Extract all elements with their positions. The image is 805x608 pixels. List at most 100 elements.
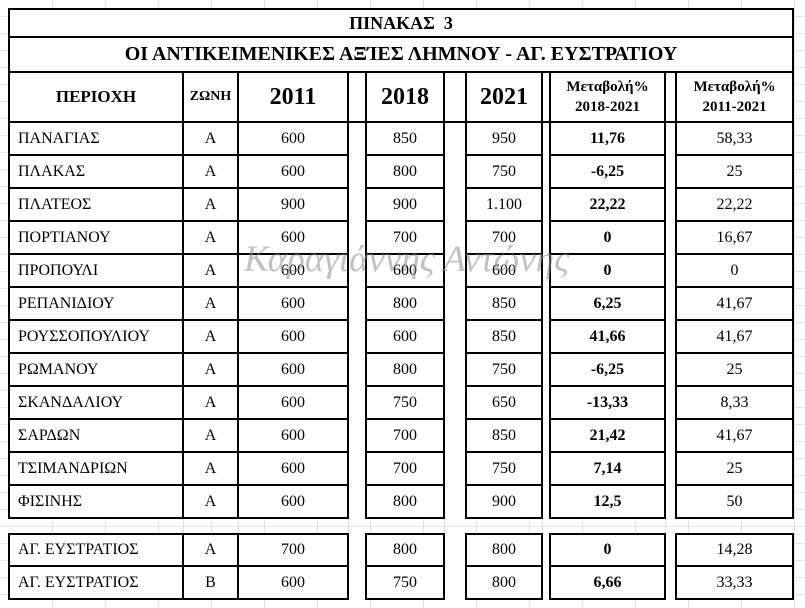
cell-change-2011-2021[interactable]: 22,22: [674, 187, 795, 222]
cell-area[interactable]: ΠΟΡΤΙΑΝΟΥ: [8, 220, 184, 255]
cell-change-2011-2021[interactable]: 14,28: [674, 533, 795, 567]
cell-value-2021[interactable]: 700: [465, 220, 543, 255]
cell-change-2018-2021[interactable]: 12,5: [549, 484, 666, 519]
cell-value-2021[interactable]: 850: [465, 319, 543, 354]
cell-area[interactable]: ΠΑΝΑΓΙΑΣ: [8, 121, 184, 156]
cell-change-2011-2021[interactable]: 0: [674, 253, 795, 288]
cell-zone[interactable]: Α: [182, 286, 239, 321]
cell-value-2011[interactable]: 600: [237, 484, 349, 519]
cell-change-2011-2021[interactable]: 25: [674, 352, 795, 387]
cell-change-2011-2021[interactable]: 8,33: [674, 385, 795, 420]
cell-value-2021[interactable]: 750: [465, 451, 543, 486]
cell-value-2018[interactable]: 700: [365, 220, 445, 255]
cell-value-2018[interactable]: 800: [365, 154, 445, 189]
cell-value-2021[interactable]: 800: [465, 533, 543, 567]
cell-zone[interactable]: Α: [182, 533, 239, 567]
cell-zone[interactable]: Α: [182, 220, 239, 255]
cell-change-2018-2021[interactable]: -6,25: [549, 352, 666, 387]
cell-change-2018-2021[interactable]: 6,25: [549, 286, 666, 321]
cell-zone[interactable]: Α: [182, 385, 239, 420]
cell-value-2011[interactable]: 600: [237, 121, 349, 156]
cell-change-2018-2021[interactable]: 0: [549, 253, 666, 288]
cell-zone[interactable]: Α: [182, 484, 239, 519]
cell-value-2018[interactable]: 900: [365, 187, 445, 222]
cell-value-2011[interactable]: 900: [237, 187, 349, 222]
cell-value-2011[interactable]: 600: [237, 451, 349, 486]
cell-change-2018-2021[interactable]: 0: [549, 533, 666, 567]
cell-change-2011-2021[interactable]: 33,33: [674, 565, 795, 600]
cell-value-2021[interactable]: 850: [465, 418, 543, 453]
cell-change-2011-2021[interactable]: 41,67: [674, 418, 795, 453]
cell-value-2021[interactable]: 850: [465, 286, 543, 321]
cell-zone[interactable]: Β: [182, 565, 239, 600]
cell-area[interactable]: ΦΙΣΙΝΗΣ: [8, 484, 184, 519]
cell-area[interactable]: ΑΓ. ΕΥΣΤΡΑΤΙΟΣ: [8, 533, 184, 567]
cell-change-2011-2021[interactable]: 25: [674, 154, 795, 189]
cell-value-2018[interactable]: 600: [365, 319, 445, 354]
cell-area[interactable]: ΑΓ. ΕΥΣΤΡΑΤΙΟΣ: [8, 565, 184, 600]
cell-value-2011[interactable]: 600: [237, 385, 349, 420]
cell-value-2011[interactable]: 600: [237, 352, 349, 387]
cell-value-2021[interactable]: 750: [465, 154, 543, 189]
cell-change-2011-2021[interactable]: 25: [674, 451, 795, 486]
cell-value-2018[interactable]: 750: [365, 565, 445, 600]
cell-value-2021[interactable]: 800: [465, 565, 543, 600]
cell-zone[interactable]: Α: [182, 319, 239, 354]
cell-change-2011-2021[interactable]: 50: [674, 484, 795, 519]
cell-value-2021[interactable]: 750: [465, 352, 543, 387]
cell-area[interactable]: ΠΛΑΤΕΟΣ: [8, 187, 184, 222]
cell-value-2021[interactable]: 900: [465, 484, 543, 519]
cell-value-2011[interactable]: 700: [237, 533, 349, 567]
cell-value-2021[interactable]: 950: [465, 121, 543, 156]
cell-value-2021[interactable]: 650: [465, 385, 543, 420]
cell-value-2018[interactable]: 800: [365, 352, 445, 387]
cell-value-2018[interactable]: 800: [365, 286, 445, 321]
cell-area[interactable]: ΡΩΜΑΝΟΥ: [8, 352, 184, 387]
cell-value-2018[interactable]: 600: [365, 253, 445, 288]
cell-value-2018[interactable]: 800: [365, 484, 445, 519]
cell-change-2018-2021[interactable]: 0: [549, 220, 666, 255]
cell-area[interactable]: ΤΣΙΜΑΝΔΡΙΩΝ: [8, 451, 184, 486]
cell-area[interactable]: ΡΟΥΣΣΟΠΟΥΛΙΟΥ: [8, 319, 184, 354]
cell-change-2011-2021[interactable]: 41,67: [674, 286, 795, 321]
cell-change-2018-2021[interactable]: 22,22: [549, 187, 666, 222]
cell-value-2021[interactable]: 1.100: [465, 187, 543, 222]
cell-area[interactable]: ΡΕΠΑΝΙΔΙΟΥ: [8, 286, 184, 321]
cell-value-2018[interactable]: 850: [365, 121, 445, 156]
cell-change-2011-2021[interactable]: 58,33: [674, 121, 795, 156]
cell-value-2021[interactable]: 600: [465, 253, 543, 288]
cell-change-2011-2021[interactable]: 41,67: [674, 319, 795, 354]
cell-zone[interactable]: Α: [182, 451, 239, 486]
cell-change-2018-2021[interactable]: -13,33: [549, 385, 666, 420]
cell-value-2011[interactable]: 600: [237, 418, 349, 453]
cell-value-2011[interactable]: 600: [237, 319, 349, 354]
cell-change-2018-2021[interactable]: 6,66: [549, 565, 666, 600]
cell-zone[interactable]: Α: [182, 154, 239, 189]
cell-value-2018[interactable]: 700: [365, 451, 445, 486]
cell-change-2018-2021[interactable]: 41,66: [549, 319, 666, 354]
cell-value-2011[interactable]: 600: [237, 286, 349, 321]
cell-value-2018[interactable]: 700: [365, 418, 445, 453]
cell-area[interactable]: ΠΡΟΠΟΥΛΙ: [8, 253, 184, 288]
cell-value-2011[interactable]: 600: [237, 154, 349, 189]
cell-zone[interactable]: Α: [182, 187, 239, 222]
column-gap: [665, 320, 676, 353]
cell-value-2011[interactable]: 600: [237, 220, 349, 255]
cell-value-2011[interactable]: 600: [237, 253, 349, 288]
cell-value-2011[interactable]: 600: [237, 565, 349, 600]
cell-zone[interactable]: Α: [182, 352, 239, 387]
cell-area[interactable]: ΠΛΑΚΑΣ: [8, 154, 184, 189]
column-gap: [665, 566, 676, 599]
cell-value-2018[interactable]: 800: [365, 533, 445, 567]
cell-change-2018-2021[interactable]: 11,76: [549, 121, 666, 156]
cell-area[interactable]: ΣΑΡΔΩΝ: [8, 418, 184, 453]
cell-change-2018-2021[interactable]: 7,14: [549, 451, 666, 486]
cell-change-2018-2021[interactable]: 21,42: [549, 418, 666, 453]
cell-value-2018[interactable]: 750: [365, 385, 445, 420]
cell-area[interactable]: ΣΚΑΝΔΑΛΙΟΥ: [8, 385, 184, 420]
cell-zone[interactable]: Α: [182, 253, 239, 288]
cell-zone[interactable]: Α: [182, 418, 239, 453]
cell-change-2011-2021[interactable]: 16,67: [674, 220, 795, 255]
cell-zone[interactable]: Α: [182, 121, 239, 156]
cell-change-2018-2021[interactable]: -6,25: [549, 154, 666, 189]
